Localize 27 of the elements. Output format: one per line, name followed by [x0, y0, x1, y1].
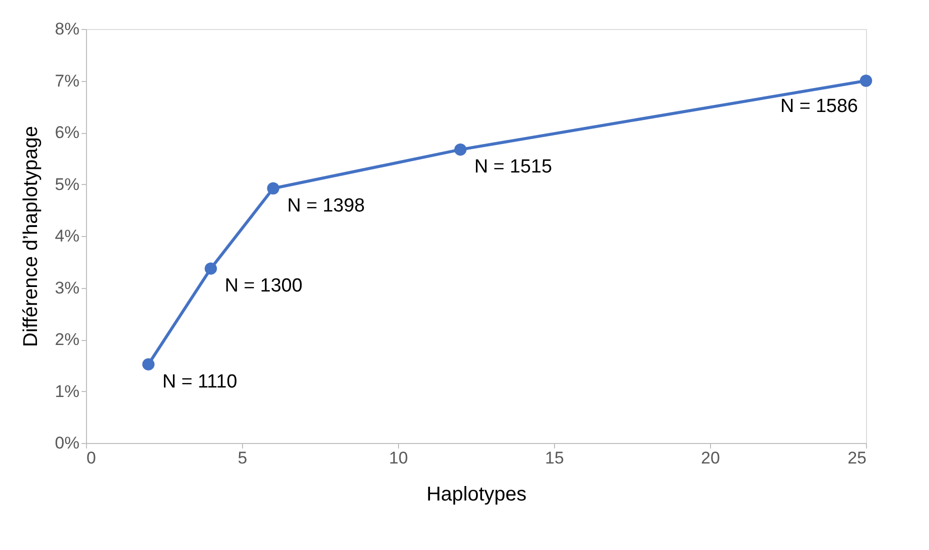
x-tick-label: 10 [389, 448, 408, 468]
annotation: N = 1515 [474, 156, 552, 178]
annotation: N = 1300 [224, 276, 302, 297]
point [204, 262, 217, 275]
point [454, 143, 467, 156]
annotation: N = 1110 [162, 371, 238, 392]
y-tick-label: 2% [54, 330, 80, 349]
annotation: N = 1586 [780, 96, 858, 117]
x-tick-label: 5 [238, 448, 248, 468]
x-tick-label: 0 [86, 448, 96, 468]
y-tick-label: 4% [54, 226, 80, 246]
y-axis-title: Différence d’haplotypage [20, 126, 42, 347]
y-tick-label: 0% [54, 434, 80, 452]
y-tick-label: 7% [54, 71, 80, 90]
point [267, 182, 280, 194]
y-tick-label: 5% [54, 174, 80, 194]
point [860, 74, 872, 87]
x-tick-label: 15 [545, 448, 564, 468]
x-tick-label: 25 [848, 448, 866, 468]
y-tick-label: 1% [54, 382, 80, 401]
y-tick-label: 8% [54, 20, 80, 38]
x-axis-title: Haplotypes [426, 484, 527, 506]
y-tick-label: 6% [54, 123, 80, 142]
point [142, 358, 155, 370]
x-tick-label: 20 [701, 448, 720, 468]
y-tick-label: 3% [54, 278, 80, 298]
annotation: N = 1398 [287, 195, 365, 216]
